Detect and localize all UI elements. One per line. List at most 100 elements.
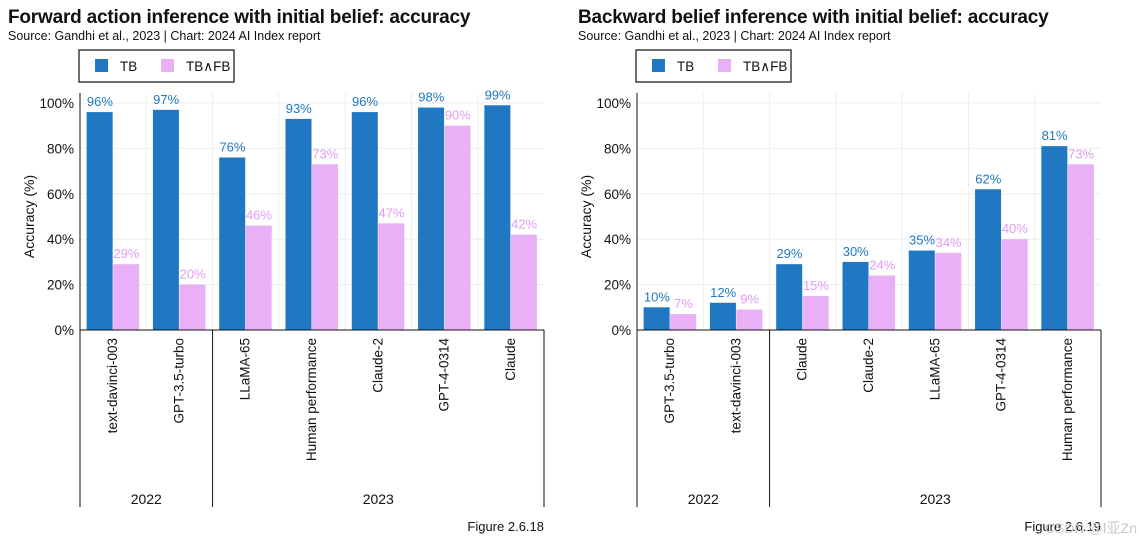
- y-tick-label: 100%: [596, 96, 631, 111]
- legend: TB TB∧FB: [635, 49, 792, 83]
- data-label: 97%: [153, 92, 179, 107]
- x-tick-label: LLaMA-65: [238, 338, 253, 400]
- bar-tb: [975, 189, 1002, 330]
- legend-swatch-tbfb: [718, 59, 731, 72]
- bar-tb: [842, 261, 869, 330]
- data-label: 96%: [87, 94, 113, 109]
- bar-tb: [152, 109, 179, 330]
- forward-action-bar-chart: 0% 20% 40% 60% 80% 100% Accuracy (%) 96% 29% text…: [21, 49, 545, 507]
- x-tick-label: text-davinci-003: [105, 338, 120, 433]
- x-tick-label: text-davinci-003: [728, 338, 743, 433]
- bar-tb: [776, 264, 803, 330]
- y-tick-label: 40%: [604, 232, 631, 247]
- y-tick-label: 0%: [611, 323, 631, 338]
- right-chart-panel: Backward belief inference with initial b…: [570, 0, 1141, 549]
- bar-tb: [285, 118, 312, 330]
- chart-source: Source: Gandhi et al., 2023 | Chart: 202…: [578, 29, 891, 43]
- chart-source: Source: Gandhi et al., 2023 | Chart: 202…: [8, 29, 321, 43]
- figure-label: Figure 2.6.19: [1024, 519, 1101, 534]
- bar-tbfb: [1001, 239, 1028, 330]
- figure-label: Figure 2.6.18: [467, 519, 544, 534]
- data-label: 73%: [1068, 146, 1094, 161]
- data-label: 35%: [909, 233, 935, 248]
- group-label: 2022: [131, 491, 162, 507]
- watermark: CSDN @Ⅰ亚Zn: [1044, 520, 1137, 536]
- x-tick-label: Claude: [795, 338, 810, 381]
- data-label: 29%: [113, 246, 139, 261]
- bar-tb: [418, 107, 445, 330]
- bar-tbfb: [736, 309, 763, 330]
- data-label: 76%: [219, 139, 245, 154]
- bar-tbfb: [245, 225, 272, 330]
- y-tick-label: 60%: [47, 187, 74, 202]
- data-label: 10%: [644, 289, 670, 304]
- data-label: 9%: [740, 292, 759, 307]
- data-label: 99%: [485, 87, 511, 102]
- data-label: 47%: [379, 205, 405, 220]
- legend-label: TB: [677, 59, 694, 74]
- bar-tb: [908, 250, 935, 330]
- bar-tbfb: [378, 223, 405, 330]
- bar-tbfb: [802, 295, 829, 330]
- data-label: 15%: [803, 278, 829, 293]
- bar-tbfb: [670, 314, 697, 330]
- y-tick-label: 80%: [47, 141, 74, 156]
- legend: TB TB∧FB: [78, 49, 235, 83]
- legend-swatch-tb: [95, 59, 108, 72]
- y-tick-label: 0%: [54, 323, 74, 338]
- bar-tbfb: [179, 284, 206, 330]
- y-tick-label: 20%: [604, 278, 631, 293]
- bar-tbfb: [869, 275, 896, 330]
- x-tick-label: GPT-3.5-turbo: [662, 338, 677, 424]
- x-tick-label: Claude-2: [861, 338, 876, 393]
- bar-tb: [709, 302, 736, 330]
- data-label: 96%: [352, 94, 378, 109]
- data-label: 40%: [1002, 221, 1028, 236]
- x-tick-label: Claude: [503, 338, 518, 381]
- y-tick-label: 100%: [39, 96, 74, 111]
- backward-belief-bar-chart: 0% 20% 40% 60% 80% 100% Accuracy (%) 10% 7% GPT-3…: [578, 49, 1102, 507]
- x-tick-label: GPT-4-0314: [437, 338, 452, 412]
- data-label: 24%: [869, 258, 895, 273]
- y-tick-label: 40%: [47, 232, 74, 247]
- data-label: 98%: [418, 90, 444, 105]
- y-tick-label: 20%: [47, 278, 74, 293]
- x-tick-label: Claude-2: [370, 338, 385, 393]
- y-axis-label: Accuracy (%): [21, 175, 37, 258]
- data-label: 29%: [776, 246, 802, 261]
- y-axis-label: Accuracy (%): [578, 175, 594, 258]
- bar-tb: [1041, 146, 1068, 330]
- legend-label: TB∧FB: [186, 59, 230, 74]
- x-tick-label: LLaMA-65: [927, 338, 942, 400]
- bar-tb: [86, 112, 113, 330]
- bar-tbfb: [444, 125, 471, 330]
- bar-tb: [484, 105, 511, 331]
- bar-tbfb: [113, 264, 140, 330]
- data-label: 62%: [975, 171, 1001, 186]
- x-tick-label: GPT-3.5-turbo: [171, 338, 186, 424]
- x-tick-label: Human performance: [304, 338, 319, 461]
- data-label: 73%: [312, 146, 338, 161]
- data-label: 30%: [843, 244, 869, 259]
- chart-title: Backward belief inference with initial b…: [578, 7, 1049, 28]
- data-label: 7%: [674, 296, 693, 311]
- bar-tbfb: [935, 252, 962, 330]
- bar-tb: [351, 112, 378, 330]
- data-label: 20%: [180, 267, 206, 282]
- legend-label: TB∧FB: [743, 59, 787, 74]
- data-label: 90%: [445, 108, 471, 123]
- legend-label: TB: [120, 59, 137, 74]
- bar-tb: [219, 157, 246, 330]
- data-label: 46%: [246, 208, 272, 223]
- y-tick-label: 80%: [604, 141, 631, 156]
- legend-swatch-tb: [652, 59, 665, 72]
- chart-title: Forward action inference with initial be…: [8, 7, 471, 28]
- x-tick-label: GPT-4-0314: [994, 338, 1009, 412]
- data-label: 42%: [511, 217, 537, 232]
- bar-tb: [643, 307, 670, 330]
- bar-tbfb: [510, 234, 537, 330]
- bar-tbfb: [1067, 164, 1094, 330]
- x-tick-label: Human performance: [1060, 338, 1075, 461]
- legend-swatch-tbfb: [161, 59, 174, 72]
- group-label: 2023: [920, 491, 951, 507]
